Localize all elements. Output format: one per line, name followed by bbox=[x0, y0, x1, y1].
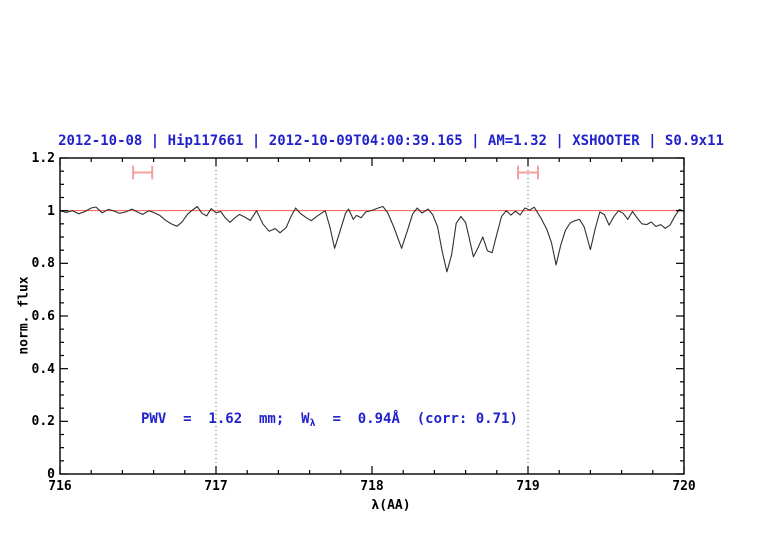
y-tick-label: 0.8 bbox=[31, 256, 55, 272]
y-tick-label: 1 bbox=[47, 203, 55, 219]
x-tick-label: 718 bbox=[360, 479, 384, 494]
x-tick-label: 719 bbox=[516, 479, 540, 494]
y-tick-label: 0 bbox=[47, 467, 55, 482]
plot-title: 2012-10-08 | Hip117661 | 2012-10-09T04:0… bbox=[58, 133, 724, 149]
y-tick-label: 0.2 bbox=[31, 414, 55, 430]
spectrum-curve bbox=[59, 205, 685, 273]
y-tick-label: 0.4 bbox=[31, 361, 55, 377]
pwv-annotation: PWV = 1.62 mm; Wλ = 0.94Å (corr: 0.71) bbox=[141, 411, 518, 430]
y-tick-label: 0.6 bbox=[31, 309, 55, 324]
x-tick-label: 717 bbox=[204, 479, 228, 494]
y-tick-label: 1.2 bbox=[31, 151, 55, 166]
pwv-annotation-post: = 0.94Å (corr: 0.71) bbox=[315, 411, 518, 427]
pwv-annotation-subscript: λ bbox=[309, 418, 316, 429]
pwv-annotation-pre: PWV = 1.62 mm; W bbox=[141, 411, 310, 427]
x-axis-label: λ(AA) bbox=[371, 498, 411, 513]
x-tick-label: 716 bbox=[48, 479, 72, 494]
y-axis-label: norm. flux bbox=[16, 276, 32, 355]
x-tick-label: 720 bbox=[672, 479, 696, 494]
